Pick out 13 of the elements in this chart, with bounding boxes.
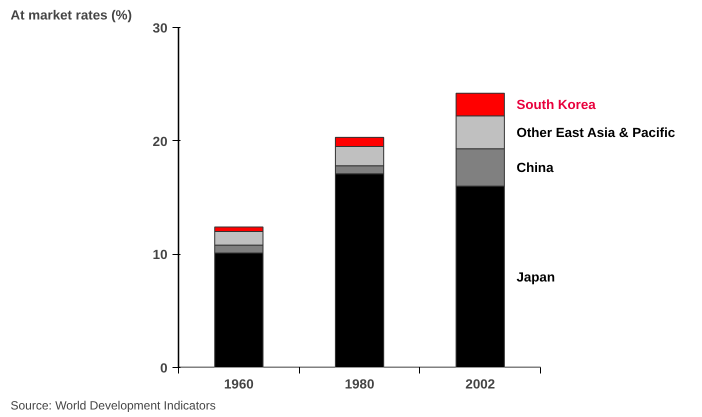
series-label: China xyxy=(516,160,554,175)
x-tick-label: 1980 xyxy=(344,376,374,392)
source-note: Source: World Development Indicators xyxy=(10,398,216,412)
series-label: Other East Asia & Pacific xyxy=(516,124,676,140)
x-tick-label: 1960 xyxy=(224,376,254,392)
x-tick-label: 2002 xyxy=(465,376,496,392)
y-tick-label: 20 xyxy=(152,134,168,149)
text: At market rates (%) xyxy=(10,8,132,22)
series-label: South Korea xyxy=(516,97,596,112)
y-tick-label: 30 xyxy=(152,20,168,36)
y-tick-label: 0 xyxy=(160,360,168,376)
y-tick-label: 10 xyxy=(152,247,168,262)
series-label: Japan xyxy=(516,269,555,284)
